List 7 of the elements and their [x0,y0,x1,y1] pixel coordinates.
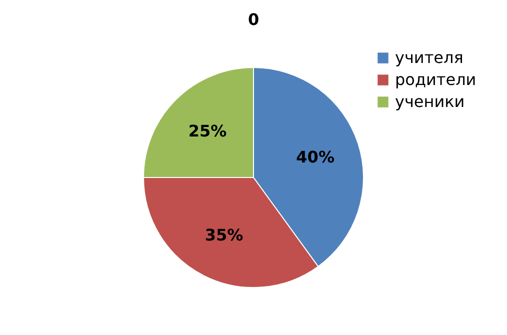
data-label: 40% [296,147,334,166]
legend-label: ученики [395,92,465,111]
data-label: 35% [204,225,244,244]
legend-label: учителя [395,48,464,67]
legend-label: родители [395,70,476,89]
data-label: 25% [188,122,227,141]
chart-title: 0 [248,10,260,29]
